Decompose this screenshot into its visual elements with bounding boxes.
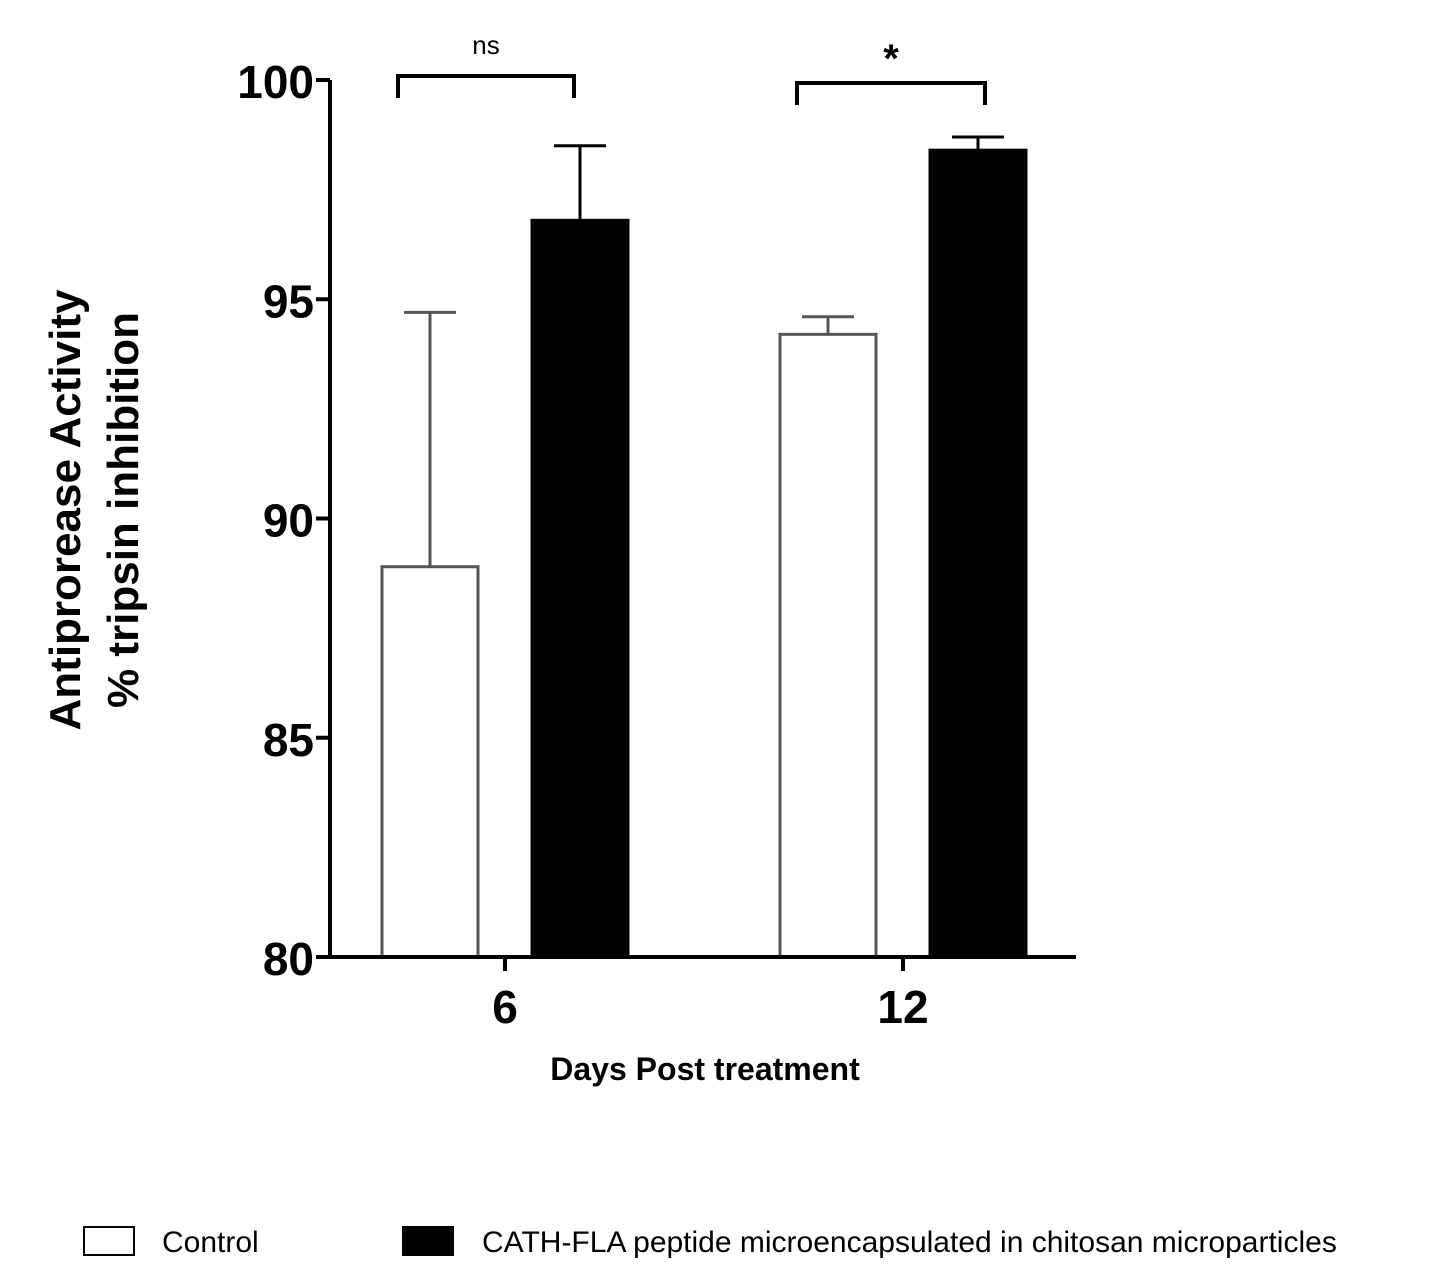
bar-control — [778, 332, 878, 959]
y-axis-label-line-2: % tripsin inhibition — [99, 312, 148, 708]
y-tick-label: 80 — [263, 933, 314, 985]
legend: Control CATH-FLA peptide microencapsulat… — [83, 1226, 1337, 1259]
significance-label: ns — [472, 30, 499, 60]
x-axis-categories: 6 12 — [492, 957, 929, 1033]
legend-item-control: Control — [83, 1226, 259, 1259]
y-tick-label: 90 — [263, 495, 314, 547]
legend-label-cath-fla: CATH-FLA peptide microencapsulated in ch… — [482, 1226, 1337, 1259]
bar-control — [380, 565, 480, 959]
x-category-label: 6 — [492, 981, 518, 1033]
bars — [380, 148, 1028, 959]
y-axis-ticks: 80 85 90 95 100 — [237, 56, 330, 985]
y-axis-label: Antiprorease Activity % tripsin inhibiti… — [41, 289, 148, 730]
y-tick-label: 85 — [263, 714, 314, 766]
significance-bracket — [396, 74, 576, 98]
significance-label: * — [883, 37, 899, 81]
legend-label-control: Control — [162, 1226, 259, 1259]
significance-annotations: ns * — [396, 30, 987, 105]
bar-cath-fla — [530, 218, 630, 959]
error-bars — [404, 135, 1004, 567]
x-category-label: 12 — [877, 981, 928, 1033]
legend-swatch-control — [83, 1226, 135, 1256]
x-axis-label: Days Post treatment — [550, 1051, 860, 1087]
y-tick-label: 100 — [237, 56, 314, 108]
legend-item-cath-fla: CATH-FLA peptide microencapsulated in ch… — [402, 1226, 1337, 1259]
bar-cath-fla — [928, 148, 1028, 959]
legend-swatch-cath-fla — [402, 1226, 454, 1256]
y-tick-label: 95 — [263, 275, 314, 327]
y-axis-label-line-1: Antiprorease Activity — [41, 289, 90, 730]
significance-bracket — [795, 81, 987, 105]
